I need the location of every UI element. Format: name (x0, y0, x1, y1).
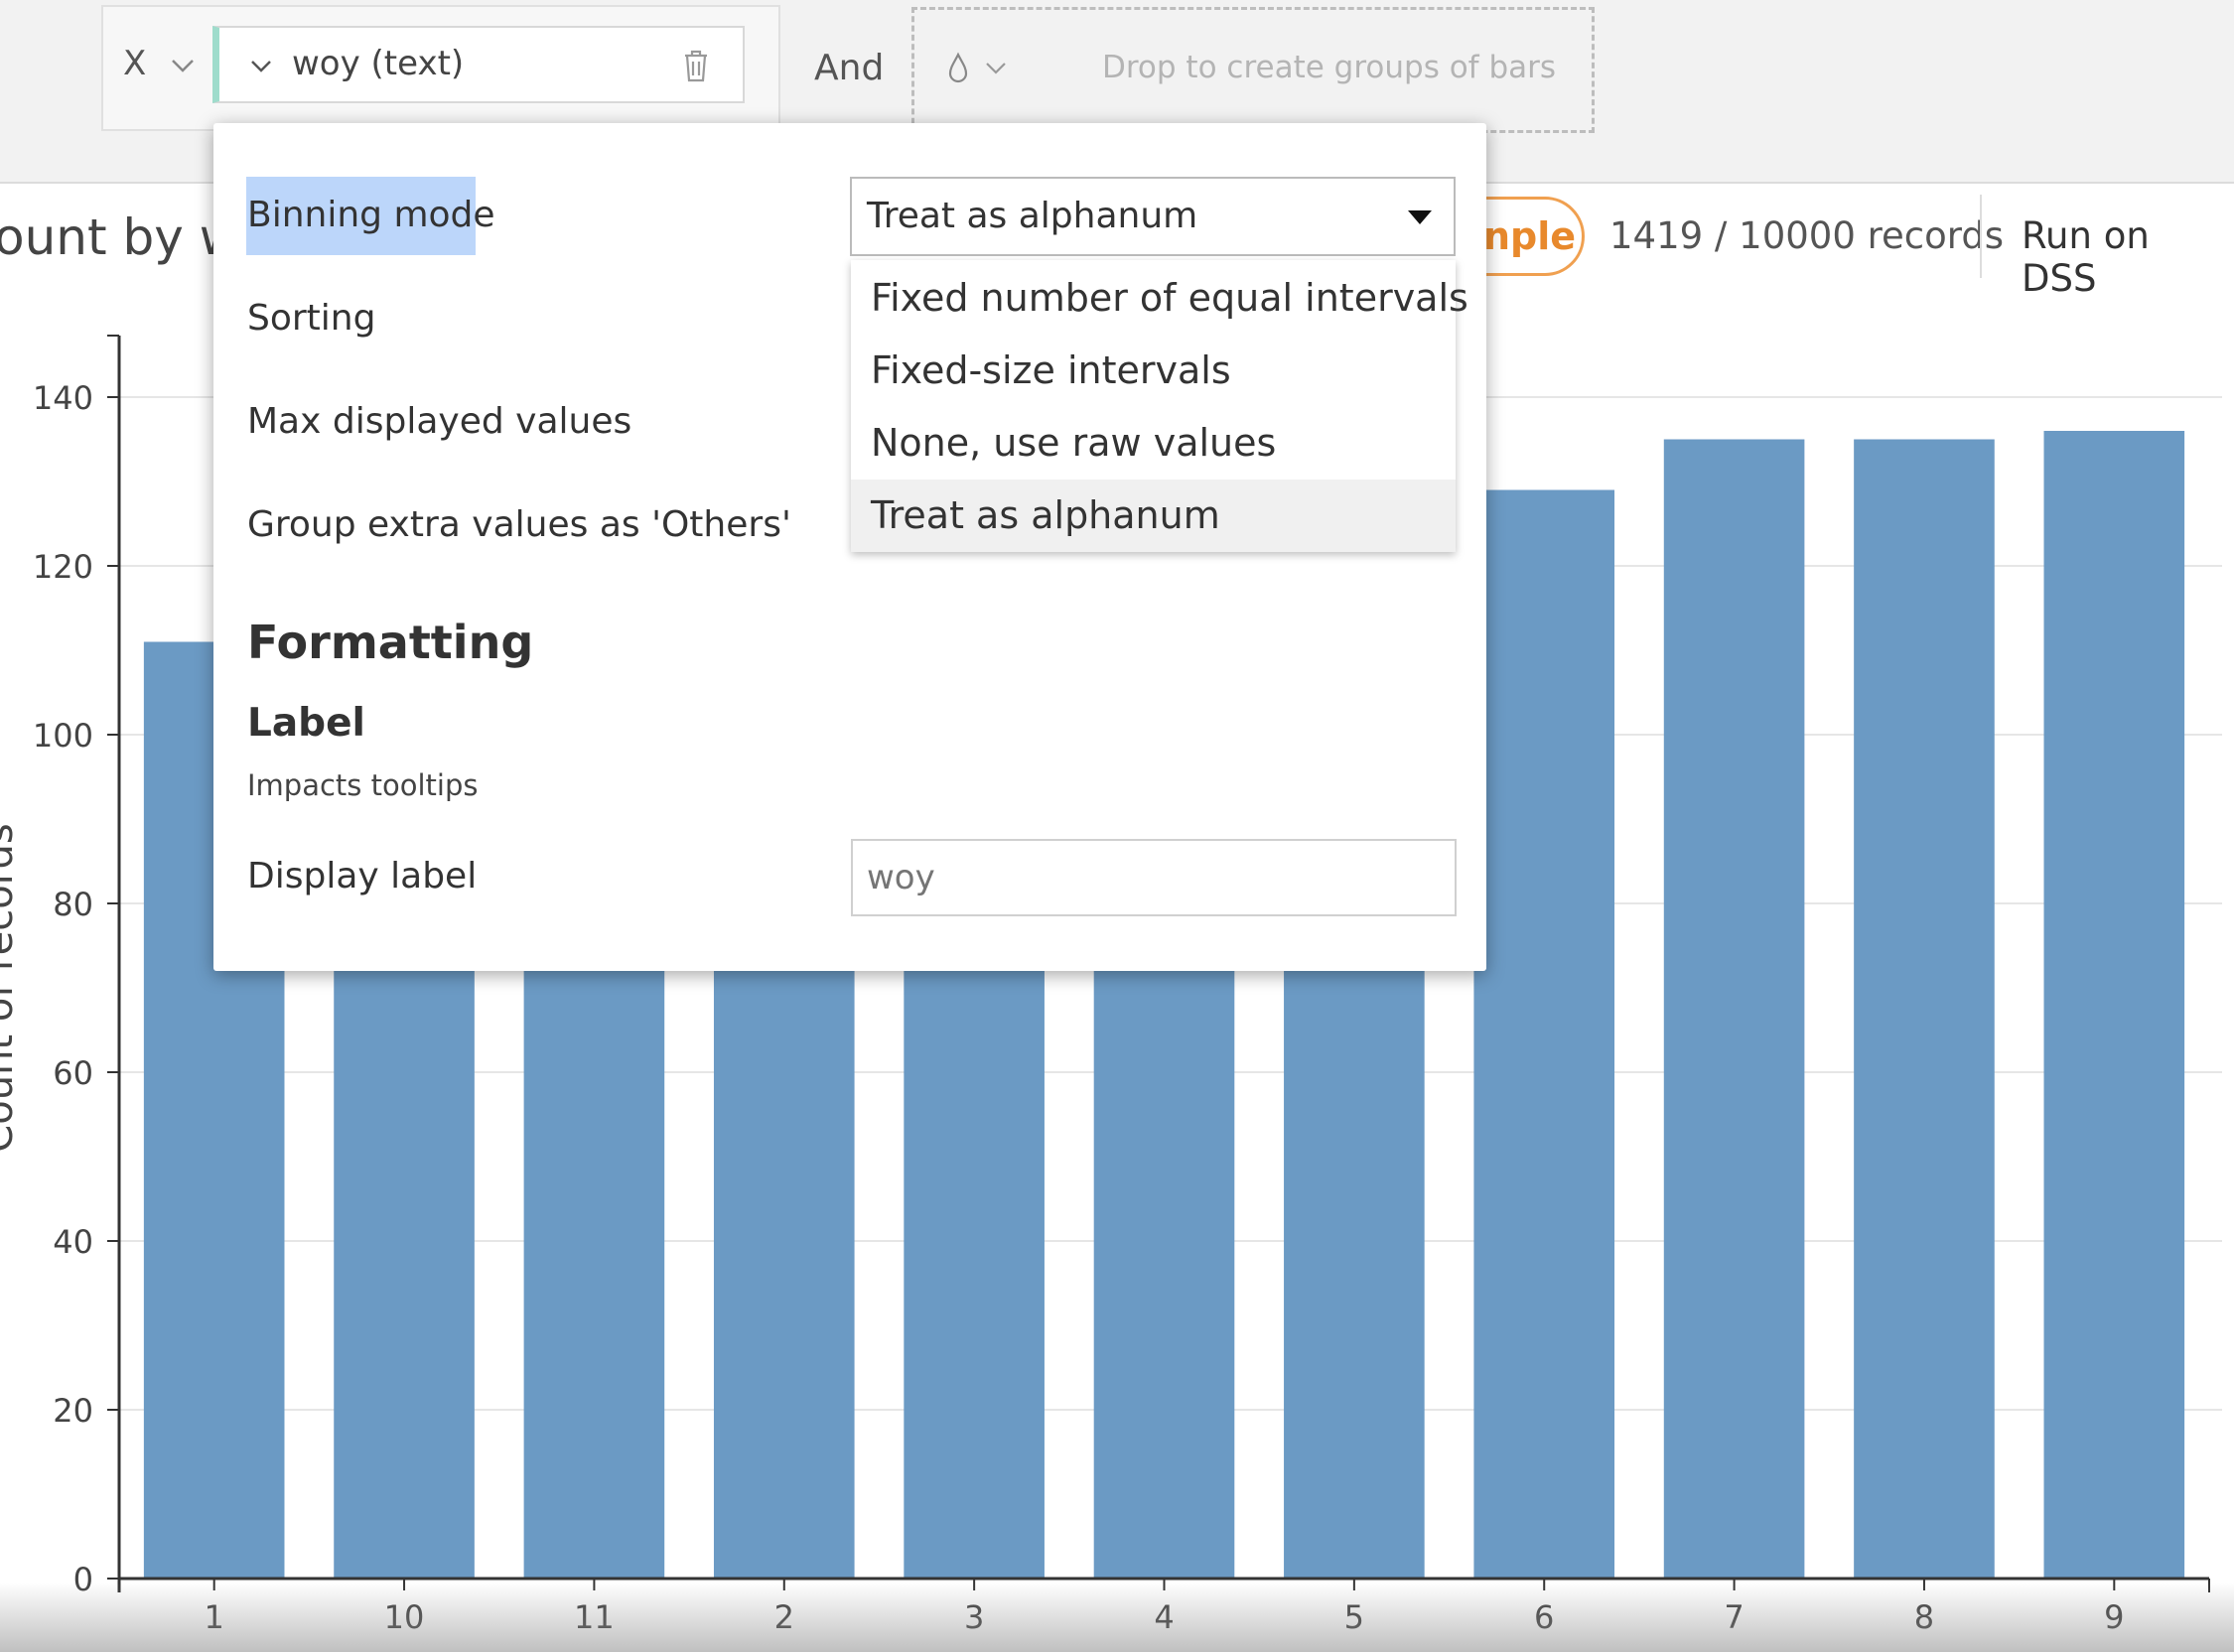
x-tick-label: 3 (964, 1598, 984, 1636)
divider (1980, 195, 1982, 278)
y-tick-label: 120 (33, 548, 93, 586)
bar (1854, 439, 1995, 1579)
chevron-down-icon[interactable] (248, 54, 274, 79)
display-label-input[interactable] (851, 839, 1457, 916)
binning-option-label: Fixed-size intervals (871, 348, 1231, 392)
label-hint: Impacts tooltips (247, 768, 479, 802)
binning-mode-select[interactable] (850, 177, 1456, 256)
x-tick-label: 8 (1914, 1598, 1934, 1636)
y-tick-label: 80 (53, 886, 93, 923)
binning-option-raw-values[interactable]: None, use raw values (851, 407, 1456, 480)
y-tick-label: 20 (53, 1392, 93, 1430)
binning-option-fixed-size[interactable]: Fixed-size intervals (851, 335, 1456, 407)
x-tick-label: 4 (1154, 1598, 1174, 1636)
dimension-label: woy (text) (292, 44, 465, 83)
binning-option-alphanum[interactable]: Treat as alphanum (851, 480, 1456, 552)
formatting-heading: Formatting (247, 616, 534, 669)
x-tick-label: 11 (574, 1598, 615, 1636)
x-tick-label: 10 (384, 1598, 425, 1636)
bar (1473, 489, 1615, 1579)
display-label-label: Display label (247, 856, 478, 896)
chevron-down-icon[interactable] (169, 52, 197, 79)
sorting-label: Sorting (247, 298, 376, 339)
binning-mode-select-value: Treat as alphanum (867, 196, 1198, 236)
label-heading: Label (247, 701, 365, 746)
caret-down-icon[interactable] (1408, 210, 1432, 224)
x-axis-label: X (123, 44, 147, 83)
x-tick-label: 7 (1724, 1598, 1744, 1636)
y-axis-title: Count of records (0, 823, 22, 1152)
drop-icon[interactable] (945, 52, 971, 85)
sample-badge-label: nple (1483, 214, 1577, 258)
x-tick-label: 2 (774, 1598, 794, 1636)
binning-option-label: None, use raw values (871, 421, 1277, 465)
group-extra-values-label: Group extra values as 'Others' (247, 504, 791, 545)
y-tick-label: 140 (33, 379, 93, 417)
dimension-pill[interactable] (212, 26, 745, 103)
binning-option-label: Treat as alphanum (871, 493, 1220, 537)
bar (2043, 431, 2185, 1579)
y-tick-label: 40 (53, 1223, 93, 1261)
x-tick-label: 9 (2104, 1598, 2124, 1636)
x-tick-label: 5 (1344, 1598, 1364, 1636)
records-count: 1419 / 10000 records (1609, 214, 2005, 257)
trash-icon[interactable] (679, 48, 713, 83)
binning-option-label: Fixed number of equal intervals (871, 276, 1468, 320)
chart-title[interactable]: ount by w (0, 208, 240, 266)
y-tick-label: 0 (73, 1561, 93, 1598)
y-tick-label: 100 (33, 717, 93, 755)
chevron-down-icon[interactable] (983, 56, 1009, 81)
bar (1663, 439, 1805, 1579)
max-displayed-values-label: Max displayed values (247, 401, 632, 442)
text-selection-highlight (246, 177, 476, 255)
binning-option-equal-intervals[interactable]: Fixed number of equal intervals (851, 262, 1468, 335)
run-on-dss-button[interactable]: Run on DSS (2022, 214, 2150, 300)
binning-mode-label: Binning mode (247, 195, 495, 235)
drop-placeholder: Drop to create groups of bars (1102, 50, 1557, 85)
and-label: And (814, 48, 885, 88)
x-tick-label: 1 (205, 1598, 224, 1636)
y-tick-label: 60 (53, 1054, 93, 1092)
x-tick-label: 6 (1534, 1598, 1554, 1636)
